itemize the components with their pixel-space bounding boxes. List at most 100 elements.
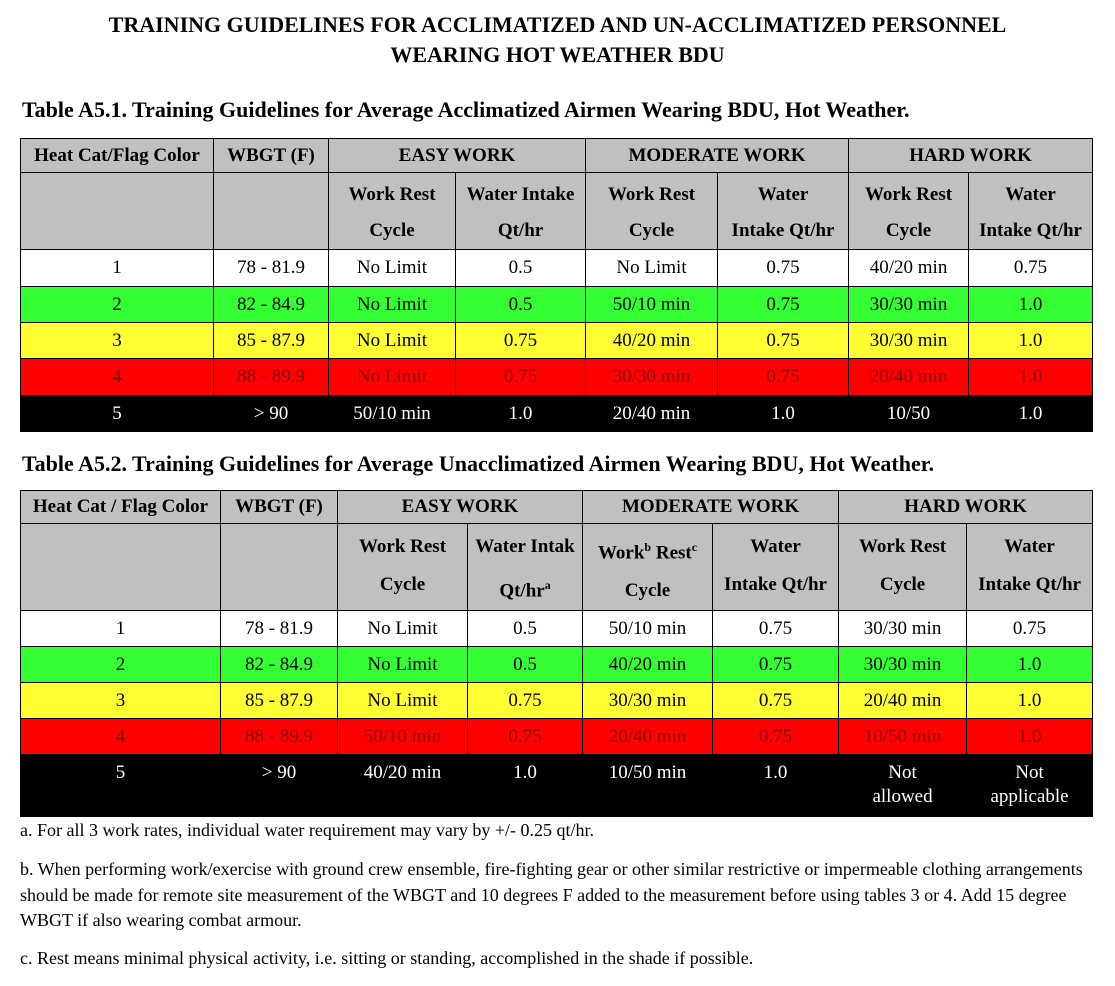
header-cell: MODERATE WORK xyxy=(585,138,850,173)
footnote-mark: b xyxy=(644,540,652,554)
data-row: 2 82 - 84.9 No Limit 0.5 50/10 min 0.75 30/30 … xyxy=(20,286,1094,323)
data-cell: 40/20 min xyxy=(337,754,468,818)
data-row: 3 85 - 87.9 No Limit 0.75 30/30 min 0.75 20/40… xyxy=(20,682,1094,720)
data-cell: 5 xyxy=(20,754,221,818)
data-cell: > 90 xyxy=(220,754,338,818)
subheader-line: Qt/hr xyxy=(457,213,585,249)
data-cell: 0.75 xyxy=(966,610,1094,648)
data-cell: 1.0 xyxy=(466,754,584,818)
data-cell: 5 xyxy=(20,395,214,432)
data-cell: 20/40 min xyxy=(848,358,970,396)
subheader-cell: Work Rest Cycle xyxy=(337,522,468,612)
data-cell: 50/10 min xyxy=(582,610,714,648)
data-cell: 3 xyxy=(20,682,221,720)
data-cell: 10/50 min xyxy=(838,718,968,756)
subheader-line: Intake Qt/hr xyxy=(714,566,838,604)
data-cell: No Limit xyxy=(328,322,456,359)
data-cell: 2 xyxy=(20,646,221,684)
data-cell: 0.5 xyxy=(466,610,584,648)
data-cell: 0.75 xyxy=(712,682,840,720)
subheader-line: Qt/hra xyxy=(469,566,582,610)
subheader-text: Cycle xyxy=(628,220,675,241)
table-body: Heat Cat / Flag Color WBGT (F) EASY WORK MO… xyxy=(20,490,1094,818)
data-cell: 0.5 xyxy=(466,646,584,684)
subheader-text: Water xyxy=(1005,184,1056,205)
table: Heat Cat/Flag Color WBGT (F) EASY WORK MODE… xyxy=(20,138,1094,432)
table-caption: Table A5.1. Training Guidelines for Aver… xyxy=(22,97,910,122)
data-cell: 0.75 xyxy=(466,718,584,756)
data-row: 5 > 90 50/10 min 1.0 20/40 min 1.0 10/50 1.0 xyxy=(20,395,1094,432)
title-line: TRAINING GUIDELINES FOR ACCLIMATIZED AND… xyxy=(108,12,1007,37)
data-cell: 1.0 xyxy=(712,754,840,818)
subheader-cell: Workb Restc Cycle xyxy=(582,522,714,612)
data-cell: 0.75 xyxy=(454,322,587,359)
data-cell: 1.0 xyxy=(966,718,1094,756)
data-cell: 10/50 xyxy=(848,395,970,432)
data-cell: 20/40 min xyxy=(838,682,968,720)
table: Heat Cat / Flag Color WBGT (F) EASY WORK MO… xyxy=(20,490,1094,818)
subheader-cell: Water Intake Qt/hr xyxy=(966,522,1094,612)
data-cell: 82 - 84.9 xyxy=(220,646,338,684)
subheader-text: Cycle xyxy=(369,220,415,241)
subheader-line: Cycle xyxy=(840,566,966,604)
subheader-text: Cycle xyxy=(885,220,932,241)
subheader-cell: Work Rest Cycle xyxy=(848,172,970,250)
subheader-text: Rest xyxy=(651,542,692,564)
data-cell: 0.75 xyxy=(717,249,850,287)
data-cell: No Limit xyxy=(337,610,468,648)
data-cell: 0.5 xyxy=(454,286,587,323)
subheader-line: Work Rest xyxy=(587,177,717,213)
subheader-line: Cycle xyxy=(339,566,467,604)
subheader-line: Cycle xyxy=(587,213,717,249)
data-row: 1 78 - 81.9 No Limit 0.5 No Limit 0.75 40/20 m… xyxy=(20,249,1094,287)
data-cell: 10/50 min xyxy=(582,754,714,818)
data-cell: 1.0 xyxy=(968,286,1094,323)
header-row: Heat Cat / Flag Color WBGT (F) EASY WORK MO… xyxy=(20,490,1094,524)
subheader-text: Water Intake xyxy=(466,184,575,205)
data-cell: 0.75 xyxy=(717,322,850,359)
data-cell: 1.0 xyxy=(968,395,1094,432)
subheader-line: Intake Qt/hr xyxy=(970,213,1092,249)
data-cell: 1 xyxy=(20,610,221,648)
subheader-text: Water xyxy=(750,536,801,557)
header-cell: MODERATE WORK xyxy=(582,490,840,524)
data-cell: 1.0 xyxy=(966,646,1094,684)
subheader-text: Work Rest xyxy=(348,184,436,205)
subheader-line: Cycle xyxy=(584,572,712,609)
subheader-line: Water xyxy=(714,528,838,566)
data-cell: 0.75 xyxy=(717,286,850,323)
data-cell: 40/20 min xyxy=(585,322,719,359)
data-cell: 85 - 87.9 xyxy=(213,322,329,359)
data-cell: 3 xyxy=(20,322,214,359)
data-row: 2 82 - 84.9 No Limit 0.5 40/20 min 0.75 30/30 … xyxy=(20,646,1094,684)
data-cell: Not allowed xyxy=(838,754,968,818)
data-cell: 0.75 xyxy=(712,610,840,648)
subheader-line: Water xyxy=(970,177,1092,213)
data-cell: 1.0 xyxy=(454,395,587,432)
subheader-line: Intake Qt/hr xyxy=(968,566,1092,604)
subheader-line: Work Rest xyxy=(339,528,467,566)
subheader-text: Work xyxy=(597,542,645,564)
subheader-row: Work Rest Cycle Water Intake Qt/hr Work Rest… xyxy=(20,172,1094,250)
header-cell: EASY WORK xyxy=(336,490,584,524)
table-body: Heat Cat/Flag Color WBGT (F) EASY WORK MODE… xyxy=(20,138,1094,432)
data-cell: 50/10 min xyxy=(337,718,468,756)
subheader-text: Cycle xyxy=(379,574,426,595)
data-cell: 4 xyxy=(20,358,214,396)
subheader-cell: Water Intake Qt/hr xyxy=(968,172,1094,250)
empty-header-cell xyxy=(220,522,338,612)
data-cell: 1.0 xyxy=(717,395,850,432)
data-cell: No Limit xyxy=(328,249,456,287)
empty-header-cell xyxy=(20,172,214,250)
subheader-cell: Water Intake Qt/hr xyxy=(454,172,587,250)
data-cell: 85 - 87.9 xyxy=(220,682,338,720)
data-cell: 78 - 81.9 xyxy=(220,610,338,648)
subheader-line: Work Rest xyxy=(840,528,966,566)
subheader-line: Cycle xyxy=(850,213,968,249)
header-row: Heat Cat/Flag Color WBGT (F) EASY WORK MODE… xyxy=(20,138,1094,173)
subheader-line: Water Intake xyxy=(457,177,585,213)
data-row: 1 78 - 81.9 No Limit 0.5 50/10 min 0.75 30/30 … xyxy=(20,610,1094,648)
data-cell: 30/30 min xyxy=(838,646,968,684)
data-cell: 0.75 xyxy=(968,249,1094,287)
data-cell: 30/30 min xyxy=(585,358,719,396)
